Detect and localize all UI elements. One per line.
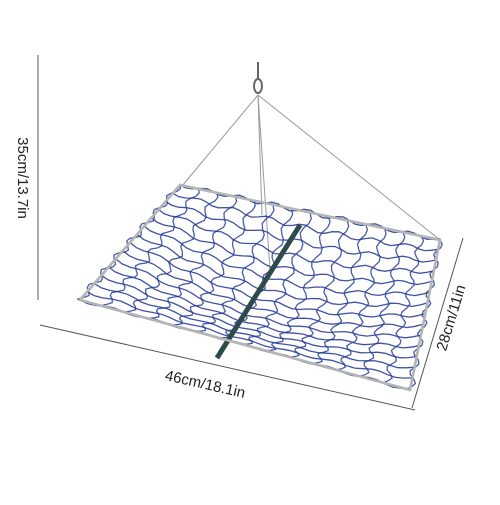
mesh-line [194, 204, 275, 332]
mesh-line [383, 235, 425, 384]
center-bar [214, 223, 303, 360]
mesh-line [129, 241, 426, 318]
crab-net [76, 62, 443, 392]
mesh-line [115, 258, 422, 339]
mesh-line [158, 209, 434, 274]
mesh-line [312, 224, 369, 365]
mesh-line [101, 274, 417, 359]
mesh-line [93, 283, 415, 369]
mesh-line [171, 200, 256, 326]
mesh-line [336, 227, 387, 371]
depth-line [411, 237, 464, 409]
mesh-line [241, 212, 312, 345]
dimension-lines [37, 55, 464, 411]
mesh-line [86, 291, 413, 379]
mesh-line [406, 239, 443, 390]
frame-front [77, 183, 442, 392]
mesh-line [122, 250, 424, 329]
mesh-line [151, 217, 432, 286]
mesh-line [289, 220, 350, 358]
mesh-line [143, 225, 430, 297]
mesh-line [108, 266, 419, 349]
mesh-line [136, 233, 428, 308]
width-line [39, 324, 416, 411]
hook [253, 62, 263, 94]
mesh-line [359, 231, 406, 377]
mesh-line [179, 184, 441, 240]
mesh-line [76, 184, 182, 300]
mesh-line [265, 216, 331, 352]
suspension-strings [181, 94, 441, 271]
height-label: 35cm/13.7in [14, 137, 31, 219]
